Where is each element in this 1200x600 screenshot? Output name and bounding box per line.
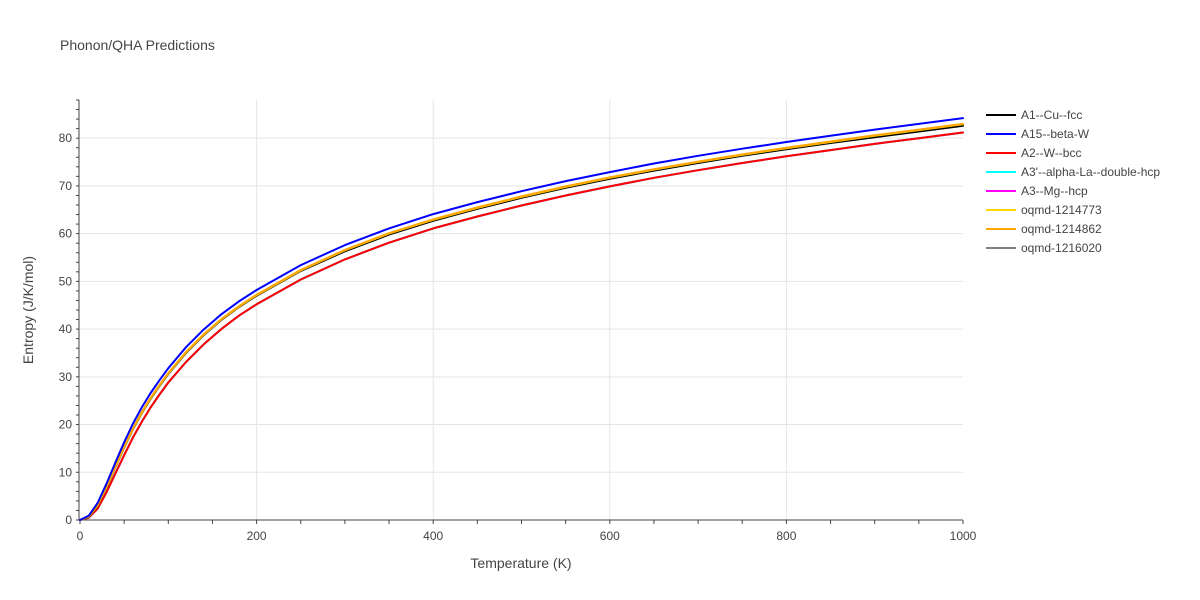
series-line-oqmd-1214862 [79, 122, 964, 521]
series-lines [79, 117, 964, 521]
y-tick-label: 80 [59, 131, 73, 145]
x-tick-label: 400 [423, 529, 443, 543]
x-tick-label: 0 [77, 529, 84, 543]
y-tick-label: 20 [59, 418, 73, 432]
legend-item[interactable]: A3--Mg--hcp [986, 184, 1088, 198]
legend-item[interactable]: A1--Cu--fcc [986, 108, 1082, 122]
series-line-a15-beta-w [79, 117, 964, 521]
y-tick-label: 0 [65, 513, 72, 527]
x-tick-label: 200 [247, 529, 267, 543]
y-tick-label: 50 [59, 274, 73, 288]
legend-label: A2--W--bcc [1021, 146, 1081, 160]
legend-item[interactable]: A15--beta-W [986, 127, 1090, 141]
y-tick-label: 70 [59, 179, 73, 193]
legend-label: A3--Mg--hcp [1021, 184, 1088, 198]
series-line-a2-w-bcc [79, 131, 964, 521]
y-tick-label: 40 [59, 322, 73, 336]
y-tick-label: 60 [59, 227, 73, 241]
y-tick-label: 30 [59, 370, 73, 384]
chart-title: Phonon/QHA Predictions [60, 37, 215, 53]
legend: A1--Cu--fcc A15--beta-W A2--W--bcc A3'--alp… [986, 108, 1160, 255]
x-tick-label: 1000 [950, 529, 977, 543]
legend-item[interactable]: oqmd-1214862 [986, 222, 1102, 236]
y-axis-label: Entropy (J/K/mol) [20, 256, 36, 364]
legend-item[interactable]: oqmd-1216020 [986, 241, 1102, 255]
legend-item[interactable]: oqmd-1214773 [986, 203, 1102, 217]
legend-label: A3'--alpha-La--double-hcp [1021, 165, 1160, 179]
legend-label: A15--beta-W [1021, 127, 1090, 141]
y-tick-label: 10 [59, 465, 73, 479]
legend-item[interactable]: A3'--alpha-La--double-hcp [986, 165, 1160, 179]
legend-label: oqmd-1216020 [1021, 241, 1102, 255]
grid [80, 100, 963, 520]
x-tick-label: 800 [776, 529, 796, 543]
legend-label: oqmd-1214862 [1021, 222, 1102, 236]
legend-label: A1--Cu--fcc [1021, 108, 1082, 122]
x-tick-label: 600 [600, 529, 620, 543]
x-axis-label: Temperature (K) [470, 555, 571, 571]
legend-label: oqmd-1214773 [1021, 203, 1102, 217]
legend-item[interactable]: A2--W--bcc [986, 146, 1081, 160]
